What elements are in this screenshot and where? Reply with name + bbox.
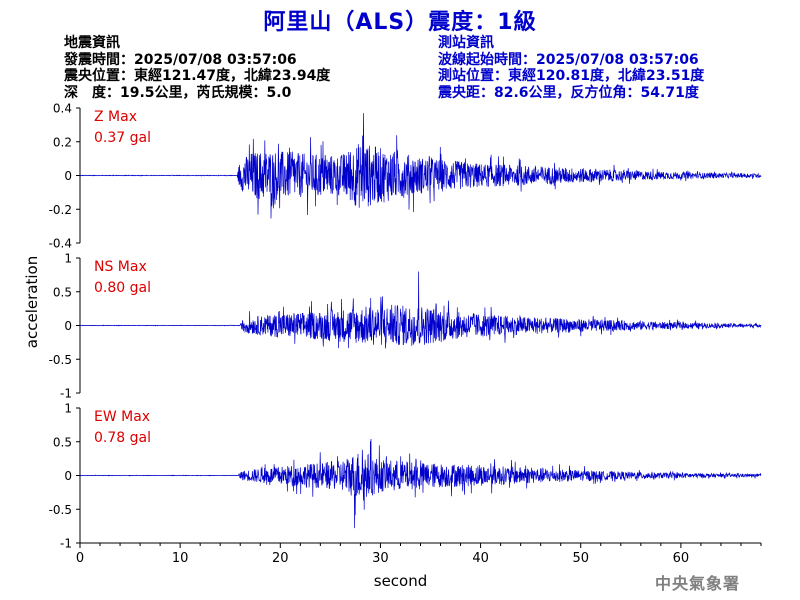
max-label-z: Z Max — [94, 109, 137, 125]
y-tick-label: -1 — [60, 537, 72, 551]
quake-origin-time: 發震時間：2025/07/08 03:57:06 — [64, 51, 297, 68]
y-tick-label: -0.2 — [49, 203, 72, 217]
max-value-ew: 0.78 gal — [94, 430, 151, 446]
y-tick-label: 0 — [64, 469, 72, 483]
y-axis-title: acceleration — [23, 256, 41, 348]
quake-info-block: 地震資訊 發震時間：2025/07/08 03:57:06 震央位置：東經121… — [64, 35, 330, 101]
waveform-ns — [79, 271, 762, 349]
waveform-z — [80, 113, 762, 219]
x-tick-label: 60 — [673, 551, 690, 566]
x-tick-label: 20 — [272, 551, 289, 566]
x-tick-label: 40 — [472, 551, 489, 566]
max-value-ns: 0.80 gal — [94, 280, 151, 296]
quake-info-heading: 地震資訊 — [64, 35, 120, 51]
y-tick-label: 1 — [64, 402, 72, 416]
epicentral-distance: 震央距：82.6公里，反方位角：54.71度 — [438, 84, 699, 101]
max-label-ew: EW Max — [94, 409, 150, 425]
quake-depth-magnitude: 深 度：19.5公里，芮氏規模：5.0 — [64, 84, 292, 101]
y-tick-label: 0.2 — [53, 135, 72, 149]
y-tick-label: 0.5 — [53, 285, 72, 299]
y-tick-label: 0 — [64, 319, 72, 333]
max-label-ns: NS Max — [94, 259, 147, 275]
x-axis-title: second — [374, 572, 428, 590]
station-info-heading: 測站資訊 — [438, 35, 494, 51]
max-value-z: 0.37 gal — [94, 130, 151, 146]
x-tick-label: 50 — [572, 551, 589, 566]
waveform-start-time: 波線起始時間：2025/07/08 03:57:06 — [438, 51, 699, 68]
x-tick-label: 10 — [172, 551, 189, 566]
y-tick-label: 1 — [64, 252, 72, 266]
waveform-ew — [79, 438, 762, 529]
y-tick-label: -0.5 — [49, 503, 72, 517]
y-tick-label: -0.4 — [49, 237, 72, 251]
station-location: 測站位置：東經120.81度，北緯23.51度 — [438, 68, 705, 84]
y-tick-label: 0 — [64, 169, 72, 183]
y-tick-label: 0.4 — [53, 102, 72, 116]
y-tick-label: -1 — [60, 387, 72, 401]
page-title: 阿里山（ALS）震度：1級 — [263, 10, 537, 35]
x-tick-label: 0 — [76, 551, 84, 566]
y-tick-label: 0.5 — [53, 435, 72, 449]
station-info-block: 測站資訊 波線起始時間：2025/07/08 03:57:06 測站位置：東經1… — [438, 35, 704, 101]
agency-watermark: 中央氣象署 — [655, 574, 741, 593]
x-tick-label: 30 — [372, 551, 389, 566]
y-tick-label: -0.5 — [49, 353, 72, 367]
quake-epicenter-location: 震央位置：東經121.47度，北緯23.94度 — [64, 68, 331, 84]
